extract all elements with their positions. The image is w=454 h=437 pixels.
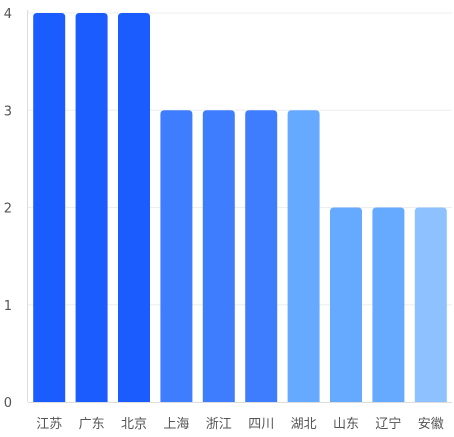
bar-1 [33, 13, 66, 402]
x-tick-label: 北京 [121, 417, 147, 432]
bar-4 [160, 110, 193, 402]
bar-8 [330, 207, 362, 402]
x-tick-label: 广东 [79, 417, 105, 432]
bar-2 [75, 13, 108, 402]
x-tick-label: 山东 [333, 417, 359, 432]
x-axis-tick-labels: 江苏 广东 北京 上海 浙江 四川 湖北 山东 辽宁 安徽 [36, 416, 444, 432]
y-tick-label: 2 [4, 202, 12, 217]
y-tick-label: 4 [4, 7, 12, 22]
x-tick-label: 江苏 [36, 416, 62, 432]
x-tick-label: 浙江 [206, 417, 232, 432]
y-tick-label: 0 [4, 396, 12, 411]
x-tick-label: 上海 [163, 417, 189, 432]
y-tick-label: 3 [4, 104, 12, 119]
x-tick-label: 安徽 [418, 417, 444, 432]
bars [33, 13, 447, 402]
x-tick-label: 湖北 [291, 417, 317, 432]
bar-7 [287, 110, 320, 402]
bar-3 [118, 13, 150, 402]
y-axis-tick-labels: 0 1 2 3 4 [4, 7, 12, 411]
bar-6 [245, 110, 278, 402]
bar-9 [372, 207, 405, 402]
y-tick-label: 1 [4, 299, 12, 314]
x-tick-label: 四川 [248, 417, 274, 432]
bar-5 [202, 110, 235, 402]
bar-10 [414, 207, 447, 402]
x-tick-label: 辽宁 [375, 416, 401, 432]
